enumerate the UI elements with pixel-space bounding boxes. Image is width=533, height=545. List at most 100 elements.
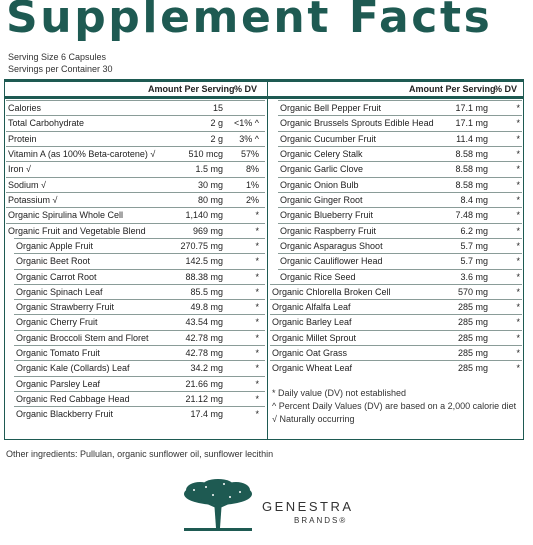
nutrient-name: Organic Millet Sprout [272,332,357,343]
nutrient-dv: * [516,271,520,282]
nutrient-amount: 8.4 mg [460,194,488,205]
nutrient-amount: 17.1 mg [455,118,488,129]
nutrient-amount: 270.75 mg [180,240,223,251]
nutrient-name: Organic Chlorella Broken Cell [272,286,391,297]
table-row: Organic Barley Leaf 285 mg * [270,314,522,329]
nutrient-dv: 1% [245,179,259,190]
nutrient-amount: 8.58 mg [455,179,488,190]
nutrient-name: Organic Beet Root [16,256,91,267]
table-row: Organic Blueberry Fruit 7.48 mg * [278,207,522,222]
nutrient-name: Organic Alfalfa Leaf [272,302,351,313]
left-header-dv: % DV [234,84,258,94]
table-row: Organic Apple Fruit 270.75 mg * [14,237,265,253]
nutrient-amount: 5.7 mg [460,256,488,267]
nutrient-dv: * [516,240,520,251]
table-row: Organic Cherry Fruit 43.54 mg * [14,314,265,329]
nutrient-name: Organic Apple Fruit [16,240,94,251]
table-row: Organic Broccoli Stem and Floret 42.78 mg… [14,329,265,345]
servings-per-container: Servings per Container 30 [8,64,113,74]
left-header-rule [4,79,524,82]
nutrient-amount: 510 mcg [188,148,223,159]
nutrient-amount: 8.58 mg [455,164,488,175]
other-ingredients: Other ingredients: Pullulan, organic sun… [6,449,274,459]
nutrient-dv: * [255,210,259,221]
nutrient-name: Organic Oat Grass [272,348,348,359]
nutrient-amount: 570 mg [457,286,488,297]
nutrient-dv: * [255,363,259,374]
nutrient-name: Organic Rice Seed [280,271,356,282]
table-row: Organic Beet Root 142.5 mg * [14,253,265,268]
nutrient-name: Iron √ [8,164,31,175]
tree-icon [180,478,256,534]
nutrient-amount: 8.58 mg [455,148,488,159]
table-row: Protein 2 g 3% ^ [6,130,265,146]
nutrient-dv: 8% [245,164,259,175]
nutrient-amount: 285 mg [457,302,488,313]
footnote-not-established: * Daily value (DV) not established [272,388,407,398]
nutrient-amount: 34.2 mg [190,363,223,374]
nutrient-dv: * [255,302,259,313]
table-row: Organic Spirulina Whole Cell 1,140 mg * [6,207,265,222]
nutrient-amount: 1.5 mg [195,164,223,175]
nutrient-name: Organic Spinach Leaf [16,286,103,297]
nutrient-name: Organic Cherry Fruit [16,317,98,328]
table-row: Organic Asparagus Shoot 5.7 mg * [278,237,522,253]
nutrient-name: Organic Parsley Leaf [16,378,101,389]
nutrient-dv: * [516,164,520,175]
nutrient-dv: * [516,179,520,190]
table-row: Organic Brussels Sprouts Edible Head 17.1… [278,115,522,130]
nutrient-amount: 3.6 mg [460,271,488,282]
nutrient-dv: * [255,348,259,359]
nutrient-name: Organic Celery Stalk [280,148,363,159]
table-row: Organic Carrot Root 88.38 mg * [14,268,265,284]
nutrient-dv: * [516,194,520,205]
nutrient-dv: * [516,103,520,113]
nutrient-dv: 3% ^ [239,133,259,144]
nutrient-amount: 285 mg [457,363,488,374]
table-row: Organic Fruit and Vegetable Blend 969 mg * [6,222,265,238]
nutrient-dv: * [516,363,520,374]
nutrient-name: Organic Cucumber Fruit [280,133,377,144]
nutrient-amount: 142.5 mg [185,256,223,267]
right-header-dv: % DV [494,84,518,94]
left-header-bottom-rule [4,96,267,99]
left-header-amount: Amount Per Serving [148,84,235,94]
table-row: Organic Alfalfa Leaf 285 mg * [270,299,522,314]
nutrient-dv: * [255,256,259,267]
nutrient-dv: * [255,240,259,251]
nutrient-name: Sodium √ [8,179,46,190]
nutrient-dv: * [516,225,520,236]
nutrient-dv: * [255,225,259,236]
nutrient-name: Vitamin A (as 100% Beta-carotene) √ [8,148,156,159]
table-row: Calories 15 [6,100,265,115]
nutrient-name: Organic Carrot Root [16,271,97,282]
nutrient-name: Protein [8,133,37,144]
table-row: Organic Cauliflower Head 5.7 mg * [278,253,522,268]
nutrient-amount: 285 mg [457,317,488,328]
nutrient-dv: * [516,286,520,297]
nutrient-amount: 5.7 mg [460,240,488,251]
nutrient-amount: 7.48 mg [455,210,488,221]
table-row: Organic Strawberry Fruit 49.8 mg * [14,299,265,314]
nutrient-name: Organic Blueberry Fruit [280,210,374,221]
nutrient-dv: * [516,348,520,359]
nutrient-amount: 30 mg [197,179,223,190]
table-row: Organic Bell Pepper Fruit 17.1 mg * [278,100,522,115]
nutrient-amount: 42.78 mg [185,332,223,343]
nutrient-dv: * [255,317,259,328]
nutrient-amount: 1,140 mg [185,210,223,221]
serving-size: Serving Size 6 Capsules [8,52,107,62]
nutrient-dv: * [516,133,520,144]
nutrient-amount: 2 g [210,133,223,144]
nutrient-dv: 2% [245,194,259,205]
nutrient-dv: * [255,378,259,389]
nutrient-name: Organic Spirulina Whole Cell [8,210,124,221]
nutrient-name: Organic Wheat Leaf [272,363,353,374]
nutrient-name: Organic Fruit and Vegetable Blend [8,225,146,236]
nutrient-dv: * [255,271,259,282]
table-row: Organic Rice Seed 3.6 mg * [278,268,522,284]
table-row: Organic Garlic Clove 8.58 mg * [278,161,522,176]
right-header-amount: Amount Per Serving [409,84,496,94]
table-row: Organic Parsley Leaf 21.66 mg * [14,375,265,391]
nutrient-amount: 17.1 mg [455,103,488,113]
